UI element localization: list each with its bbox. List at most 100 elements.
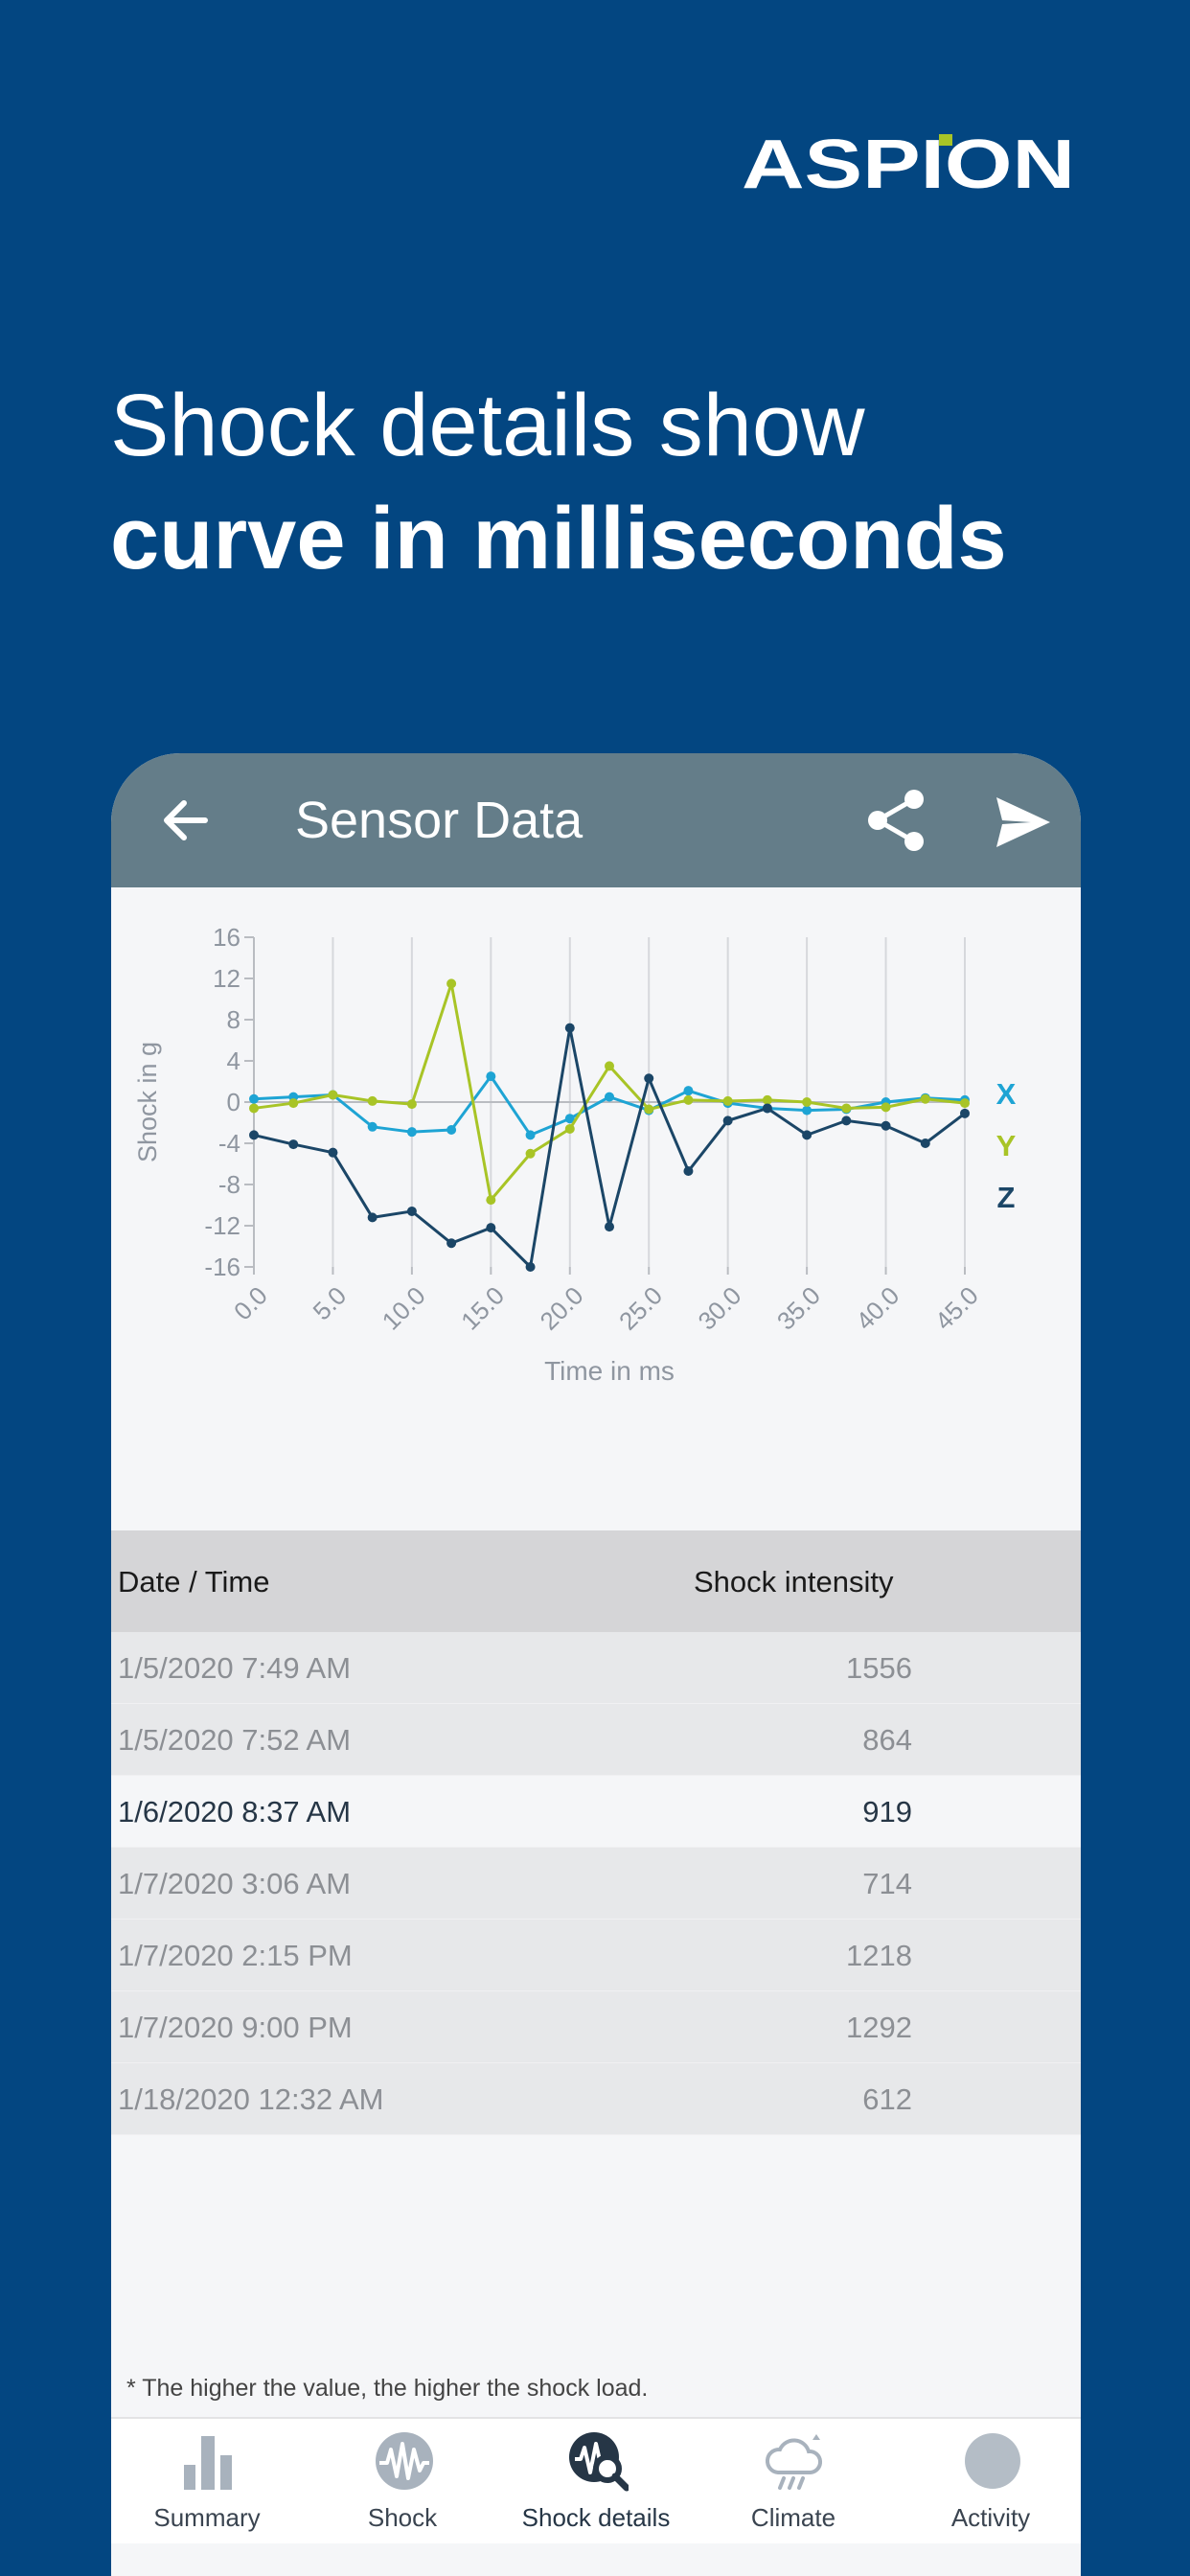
- data-point-z: [802, 1130, 812, 1140]
- row-intensity: 919: [862, 1795, 912, 1828]
- activity-circle-icon: [962, 2430, 1023, 2492]
- series-line-x: [253, 1074, 966, 1137]
- y-axis-title: Shock in g: [133, 1042, 162, 1162]
- data-point-y: [288, 1098, 299, 1109]
- shock-search-icon: [567, 2430, 630, 2492]
- column-date: Date / Time: [118, 1565, 270, 1598]
- x-tick-label: 30.0: [692, 1281, 746, 1336]
- data-point-x: [486, 1071, 496, 1082]
- x-tick-label: 0.0: [228, 1281, 273, 1326]
- tab-summary[interactable]: Summary: [111, 2419, 303, 2543]
- row-date: 1/5/2020 7:49 AM: [118, 1651, 352, 1685]
- data-point-y: [644, 1104, 654, 1115]
- svg-text:ASPION: ASPION: [742, 134, 1075, 194]
- data-point-z: [644, 1073, 654, 1084]
- x-tick-label: 5.0: [307, 1281, 352, 1326]
- x-tick-label: 15.0: [455, 1281, 510, 1336]
- shock-table: 1/5/2020 7:49 AM 1556 1/5/2020 7:52 AM 864 1…: [111, 1632, 1081, 2135]
- table-row[interactable]: 1/7/2020 3:06 AM 714: [111, 1848, 1081, 1920]
- data-point-y: [802, 1097, 812, 1107]
- series-line-y: [253, 981, 966, 1202]
- y-tick-label: -16: [204, 1253, 240, 1281]
- data-point-y: [406, 1099, 417, 1110]
- table-row[interactable]: 1/18/2020 12:32 AM 612: [111, 2063, 1081, 2135]
- app-bar: Sensor Data: [111, 753, 1081, 887]
- data-point-y: [683, 1094, 694, 1105]
- tab-label: Activity: [950, 2503, 1031, 2532]
- y-tick-label: 4: [227, 1046, 240, 1075]
- row-intensity: 1556: [846, 1651, 912, 1685]
- legend-item-z: Z: [997, 1181, 1016, 1214]
- arrow-left-icon[interactable]: [157, 792, 215, 849]
- shock-chart-svg: 0.0 5.0 10.0 15.0 20.0 25.0 30.0 35.0 40.0 45.0 16…: [133, 923, 1017, 1386]
- y-tick-label: -12: [204, 1211, 240, 1240]
- y-tick-label: -8: [218, 1170, 240, 1199]
- tab-label: Climate: [750, 2503, 836, 2532]
- y-tick-label: -4: [218, 1129, 240, 1158]
- data-point-y: [249, 1103, 259, 1114]
- data-point-x: [367, 1121, 378, 1132]
- data-point-x: [605, 1092, 614, 1102]
- headline-line-1: Shock details show: [110, 377, 865, 474]
- row-intensity: 612: [862, 2082, 912, 2116]
- data-point-y: [486, 1195, 496, 1206]
- bottom-navigation: Summary Shock Shock details Climate Activity: [111, 2417, 1081, 2543]
- data-point-z: [722, 1116, 733, 1126]
- data-point-z: [288, 1139, 299, 1150]
- data-point-y: [920, 1093, 930, 1104]
- table-row[interactable]: 1/5/2020 7:49 AM 1556: [111, 1632, 1081, 1704]
- data-point-z: [683, 1166, 694, 1177]
- data-point-y: [722, 1095, 733, 1106]
- data-point-y: [762, 1094, 772, 1105]
- x-tick-label: 35.0: [771, 1281, 826, 1336]
- shock-chart: 0.0 5.0 10.0 15.0 20.0 25.0 30.0 35.0 40.0 45.0 16…: [111, 887, 1081, 1577]
- legend-item-y: Y: [996, 1129, 1017, 1162]
- table-row[interactable]: 1/7/2020 9:00 PM 1292: [111, 1991, 1081, 2063]
- tab-label: Shock details: [521, 2503, 671, 2532]
- row-intensity: 864: [862, 1723, 912, 1757]
- phone-screen: Sensor Data 0.0 5.0 10.0 15.0 20.0 25.0 30.0 35…: [111, 753, 1081, 2576]
- data-point-x: [249, 1093, 259, 1104]
- table-header: Date / Time Shock intensity: [111, 1530, 1081, 1632]
- data-point-z: [841, 1116, 852, 1126]
- headline-line-2: curve in milliseconds: [110, 490, 1007, 587]
- data-point-y: [605, 1061, 614, 1071]
- y-tick-label: 0: [227, 1088, 240, 1116]
- data-point-z: [406, 1206, 417, 1216]
- row-date: 1/7/2020 2:15 PM: [118, 1939, 353, 1972]
- footnote: * The higher the value, the higher the s…: [126, 2375, 649, 2402]
- data-point-y: [328, 1090, 338, 1100]
- data-point-x: [802, 1105, 812, 1116]
- data-point-x: [406, 1127, 417, 1138]
- data-point-z: [249, 1130, 259, 1140]
- share-icon[interactable]: [864, 788, 929, 853]
- send-icon[interactable]: [995, 795, 1052, 849]
- table-row[interactable]: 1/6/2020 8:37 AM 919: [111, 1776, 1081, 1848]
- tab-activity[interactable]: Activity: [895, 2419, 1081, 2543]
- data-point-z: [446, 1238, 457, 1249]
- shock-wave-icon: [374, 2430, 435, 2492]
- data-point-y: [881, 1102, 891, 1113]
- x-tick-label: 45.0: [929, 1281, 984, 1336]
- data-point-y: [960, 1098, 970, 1109]
- table-row[interactable]: 1/7/2020 2:15 PM 1218: [111, 1920, 1081, 1991]
- tab-shock[interactable]: Shock: [307, 2419, 498, 2543]
- tab-climate[interactable]: Climate: [698, 2419, 889, 2543]
- aspion-logo: ASPION: [742, 134, 1075, 194]
- data-point-z: [486, 1223, 496, 1233]
- y-tick-label: 16: [213, 923, 240, 952]
- row-intensity: 714: [862, 1867, 912, 1900]
- data-point-z: [605, 1222, 614, 1232]
- y-tick-label: 8: [227, 1005, 240, 1034]
- table-row[interactable]: 1/5/2020 7:52 AM 864: [111, 1704, 1081, 1776]
- x-axis-title: Time in ms: [544, 1356, 675, 1386]
- bar-chart-icon: [178, 2430, 240, 2492]
- row-intensity: 1292: [846, 2011, 912, 2044]
- column-intensity: Shock intensity: [694, 1565, 894, 1598]
- tab-shock-details[interactable]: Shock details: [500, 2419, 692, 2543]
- row-date: 1/7/2020 9:00 PM: [118, 2011, 353, 2044]
- row-date: 1/18/2020 12:32 AM: [118, 2082, 384, 2116]
- row-date: 1/5/2020 7:52 AM: [118, 1723, 352, 1757]
- data-point-z: [328, 1147, 338, 1158]
- y-tick-label: 12: [213, 964, 240, 993]
